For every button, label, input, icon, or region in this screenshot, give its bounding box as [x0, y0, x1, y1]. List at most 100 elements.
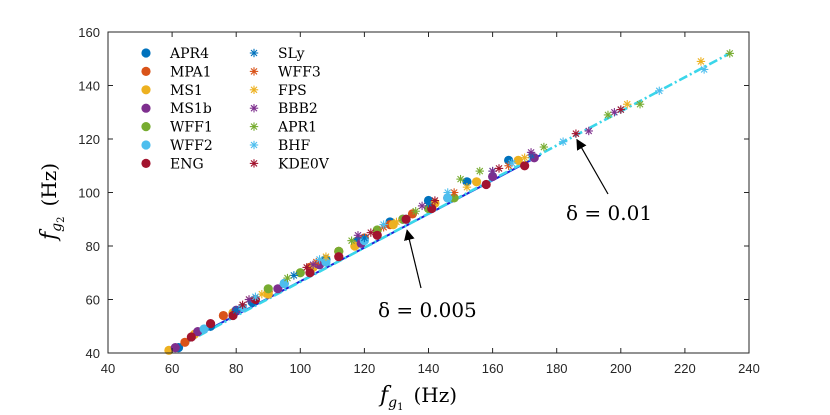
point-apr1 — [456, 174, 465, 184]
legend-marker-apr1 — [249, 122, 259, 131]
legend-label: WFF1 — [170, 120, 213, 136]
point-kde0v — [616, 105, 625, 114]
point-bbb2 — [488, 166, 497, 176]
legend-label: KDE0V — [278, 156, 330, 172]
y-tick-label: 80 — [86, 239, 100, 254]
legend-item-kde0v: KDE0V — [249, 156, 330, 172]
point-eng — [401, 214, 411, 224]
legend-item-ms1: MS1 — [141, 83, 203, 99]
point-fps — [321, 252, 331, 261]
legend-item-fps: FPS — [249, 83, 307, 99]
annotations: δ = 0.005 δ = 0.01 — [378, 138, 652, 322]
legend-marker-eng — [141, 158, 151, 168]
legend-item-sly: SLy — [249, 46, 305, 62]
point-wff3 — [449, 188, 459, 197]
point-eng — [481, 179, 491, 190]
point-apr1 — [347, 236, 356, 245]
legend-marker-bhf — [249, 140, 259, 150]
point-bbb2 — [584, 126, 593, 136]
x-tick-label: 80 — [229, 361, 243, 376]
legend-item-bbb2: BBB2 — [249, 101, 318, 117]
point-apr1 — [725, 49, 734, 58]
legend-label: APR1 — [277, 120, 317, 136]
x-tick-label: 240 — [738, 361, 760, 376]
point-bbb2 — [244, 295, 254, 304]
point-eng — [228, 310, 238, 321]
y-tick-label: 160 — [78, 25, 100, 40]
point-ms1b — [170, 343, 180, 353]
x-tick-label: 200 — [610, 361, 632, 376]
fit-line-delta-0.01 — [168, 52, 731, 353]
point-bhf — [655, 86, 664, 96]
annotation-arrow-delta-0.005 — [404, 229, 422, 289]
point-fps — [392, 217, 401, 227]
point-bbb2 — [526, 148, 536, 157]
point-eng — [305, 268, 315, 278]
legend-label: MS1 — [170, 83, 203, 99]
point-kde0v — [494, 164, 504, 173]
point-sly — [232, 306, 241, 315]
legend-marker-fps — [249, 85, 259, 94]
point-kde0v — [430, 196, 440, 205]
legend-marker-bbb2 — [249, 104, 259, 113]
point-eng — [334, 252, 344, 262]
point-mpa1 — [180, 337, 190, 347]
point-bhf — [558, 137, 568, 146]
point-bhf — [251, 292, 260, 302]
point-bhf — [507, 158, 517, 168]
legend-marker-ms1b — [141, 103, 151, 113]
point-apr1 — [635, 100, 645, 109]
legend-marker-wff1 — [141, 122, 151, 132]
point-kde0v — [302, 263, 311, 272]
legend-item-wff1: WFF1 — [141, 120, 213, 136]
series-fps — [257, 57, 706, 299]
series-apr1 — [283, 49, 734, 283]
x-tick-label: 40 — [101, 361, 115, 376]
legend-label: WFF3 — [278, 64, 321, 80]
y-tick-label: 40 — [86, 346, 100, 361]
x-tick-label: 180 — [546, 361, 568, 376]
annotation-delta-0.005: δ = 0.005 — [378, 298, 477, 322]
y-tick-label: 100 — [78, 186, 100, 201]
legend-item-wff3: WFF3 — [249, 64, 321, 80]
legend: APR4 MPA1 MS1 MS1b WFF1 WFF2 ENG SLy WFF3 FPS BBB2… — [141, 46, 330, 172]
y-tick-label: 120 — [78, 132, 100, 147]
point-bbb2 — [308, 260, 318, 269]
legend-marker-apr4 — [141, 48, 151, 58]
point-sly — [360, 233, 369, 243]
point-eng — [205, 318, 216, 329]
legend-label: SLy — [278, 46, 305, 62]
legend-item-apr4: APR4 — [141, 46, 209, 62]
point-apr1 — [411, 207, 420, 216]
legend-marker-kde0v — [249, 159, 259, 168]
legend-label: ENG — [170, 156, 204, 172]
legend-item-wff2: WFF2 — [141, 138, 213, 154]
x-axis-label: fg1(Hz) — [378, 383, 457, 413]
legend-label: FPS — [278, 83, 307, 99]
legend-label: MS1b — [170, 101, 212, 117]
point-fps — [462, 182, 472, 192]
legend-marker-sly — [249, 48, 259, 58]
y-tick-label: 140 — [78, 79, 100, 94]
point-kde0v — [366, 228, 376, 237]
series-bbb2 — [244, 108, 619, 304]
point-eng — [186, 332, 196, 342]
y-axis-label: fg2(Hz) — [37, 163, 67, 242]
legend-item-mpa1: MPA1 — [141, 64, 212, 80]
point-ms1 — [471, 177, 482, 187]
y-tick-label: 60 — [86, 293, 100, 308]
point-apr1 — [283, 273, 292, 283]
point-apr1 — [475, 166, 484, 176]
x-tick-label: 160 — [482, 361, 504, 376]
legend-marker-wff3 — [249, 67, 259, 76]
point-kde0v — [571, 129, 581, 138]
legend-marker-mpa1 — [141, 66, 151, 76]
point-sly — [424, 199, 433, 208]
legend-label: APR4 — [169, 46, 209, 62]
series-kde0v — [238, 105, 625, 310]
legend-label: BHF — [278, 138, 310, 154]
point-fps — [623, 100, 632, 109]
point-bbb2 — [610, 108, 619, 117]
annotation-delta-0.01: δ = 0.01 — [566, 201, 652, 225]
